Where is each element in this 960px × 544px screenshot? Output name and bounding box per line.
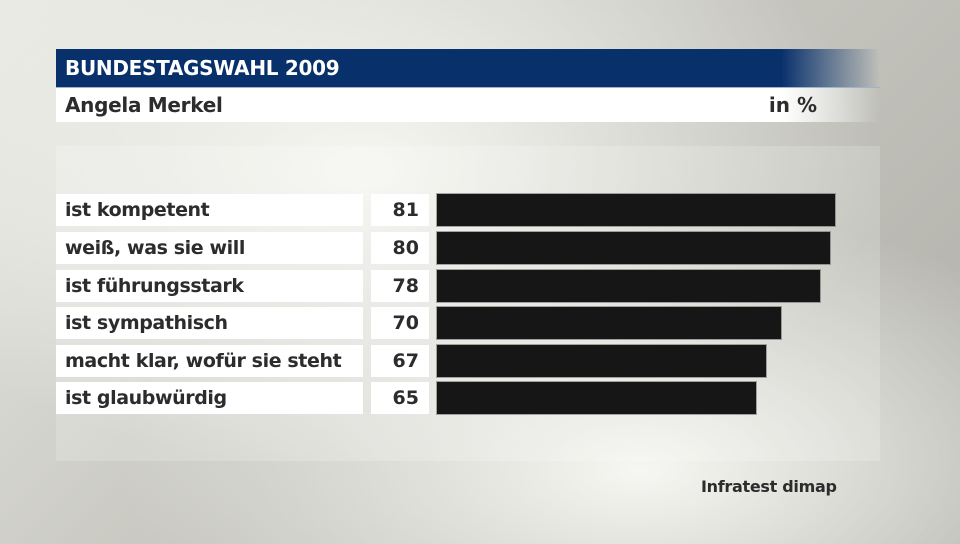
bar-row: macht klar, wofür sie steht 67: [56, 345, 856, 377]
bar: [437, 194, 835, 226]
chart-title: BUNDESTAGSWAHL 2009: [65, 56, 340, 80]
bar-value: 65: [371, 382, 429, 414]
chart-header: BUNDESTAGSWAHL 2009: [56, 49, 880, 88]
bar: [437, 345, 766, 377]
bar-label: ist glaubwürdig: [56, 382, 363, 414]
bar-row: ist kompetent 81: [56, 194, 856, 226]
bar-row: weiß, was sie will 80: [56, 232, 856, 264]
bar-label: weiß, was sie will: [56, 232, 363, 264]
bar-value: 70: [371, 307, 429, 339]
bar-label: macht klar, wofür sie steht: [56, 345, 363, 377]
bar-row: ist glaubwürdig 65: [56, 382, 856, 414]
bar: [437, 307, 781, 339]
bar: [437, 232, 830, 264]
bar-row: ist sympathisch 70: [56, 307, 856, 339]
source-label: Infratest dimap: [701, 477, 837, 496]
chart-subheader: Angela Merkel in %: [56, 88, 880, 122]
bar: [437, 382, 756, 414]
bar-value: 81: [371, 194, 429, 226]
bar-value: 67: [371, 345, 429, 377]
unit-label: in %: [768, 93, 817, 117]
bar: [437, 270, 820, 302]
bar-value: 80: [371, 232, 429, 264]
chart-subtitle: Angela Merkel: [65, 93, 223, 117]
bar-label: ist führungsstark: [56, 270, 363, 302]
bar-value: 78: [371, 270, 429, 302]
bar-label: ist kompetent: [56, 194, 363, 226]
bar-row: ist führungsstark 78: [56, 270, 856, 302]
bar-label: ist sympathisch: [56, 307, 363, 339]
